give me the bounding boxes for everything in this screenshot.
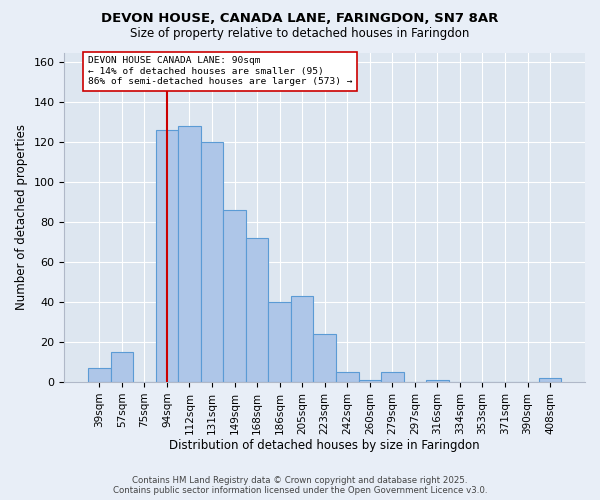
Bar [88,368,110,382]
Bar [381,372,404,382]
Y-axis label: Number of detached properties: Number of detached properties [15,124,28,310]
Bar [313,334,336,382]
Bar [223,210,246,382]
Bar [155,130,178,382]
Bar [110,352,133,382]
X-axis label: Distribution of detached houses by size in Faringdon: Distribution of detached houses by size … [169,440,480,452]
Text: Contains HM Land Registry data © Crown copyright and database right 2025.
Contai: Contains HM Land Registry data © Crown c… [113,476,487,495]
Bar [268,302,291,382]
Text: Size of property relative to detached houses in Faringdon: Size of property relative to detached ho… [130,28,470,40]
Bar [201,142,223,382]
Bar [291,296,313,382]
Bar [426,380,449,382]
Text: DEVON HOUSE CANADA LANE: 90sqm
← 14% of detached houses are smaller (95)
86% of : DEVON HOUSE CANADA LANE: 90sqm ← 14% of … [88,56,353,86]
Bar [336,372,359,382]
Bar [539,378,562,382]
Bar [246,238,268,382]
Text: DEVON HOUSE, CANADA LANE, FARINGDON, SN7 8AR: DEVON HOUSE, CANADA LANE, FARINGDON, SN7… [101,12,499,26]
Bar [359,380,381,382]
Bar [178,126,201,382]
